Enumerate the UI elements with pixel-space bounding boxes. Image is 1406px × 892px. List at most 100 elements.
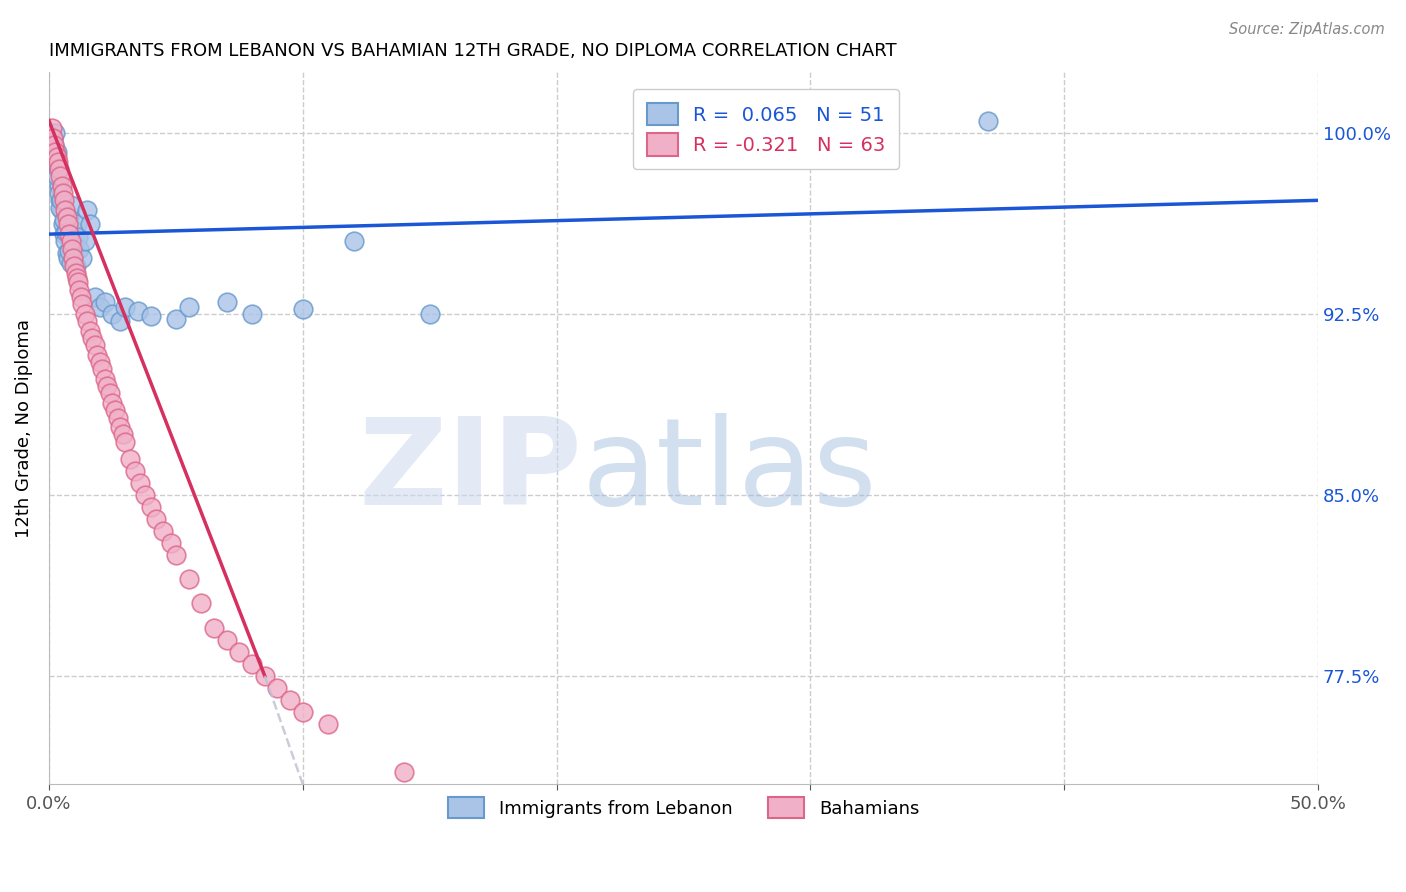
Text: Source: ZipAtlas.com: Source: ZipAtlas.com [1229, 22, 1385, 37]
Point [42, 130, 65, 145]
Point [253, 669, 276, 683]
Point [165, 548, 187, 562]
Point [107, 410, 129, 425]
Point [316, 717, 339, 731]
Point [65, 259, 87, 273]
Point [89, 355, 111, 369]
Point [55, 225, 77, 239]
Point [94, 372, 117, 386]
Point [83, 338, 105, 352]
Point [114, 300, 136, 314]
Point [63, 246, 86, 260]
Point [240, 657, 263, 671]
Point [108, 420, 131, 434]
Y-axis label: 12th Grade, No Diploma: 12th Grade, No Diploma [15, 319, 32, 538]
Point [52, 218, 75, 232]
Point [101, 396, 124, 410]
Point [76, 314, 98, 328]
Text: ZIP: ZIP [359, 413, 582, 530]
Point [65, 266, 87, 280]
Point [55, 211, 77, 225]
Point [177, 300, 200, 314]
Point [79, 218, 101, 232]
Point [127, 304, 149, 318]
Point [159, 536, 181, 550]
Point [48, 178, 70, 193]
Point [60, 222, 83, 236]
Point [59, 235, 82, 249]
Point [190, 596, 212, 610]
Point [139, 309, 162, 323]
Point [63, 259, 86, 273]
Point [48, 186, 70, 200]
Point [145, 512, 167, 526]
Point [73, 307, 96, 321]
Point [291, 705, 314, 719]
Point [266, 681, 288, 695]
Point [82, 331, 104, 345]
Point [56, 218, 79, 232]
Point [45, 145, 67, 159]
Point [101, 307, 124, 321]
Point [394, 765, 416, 780]
Point [55, 235, 77, 249]
Point [70, 252, 93, 266]
Point [94, 294, 117, 309]
Point [49, 201, 72, 215]
Point [62, 239, 84, 253]
Point [60, 256, 83, 270]
Point [108, 314, 131, 328]
Point [228, 645, 250, 659]
Point [202, 621, 225, 635]
Point [49, 194, 72, 208]
Point [55, 202, 77, 217]
Point [53, 227, 76, 241]
Point [51, 178, 73, 193]
Point [96, 379, 118, 393]
Point [111, 427, 134, 442]
Point [59, 198, 82, 212]
Point [215, 632, 238, 647]
Point [215, 294, 238, 309]
Point [278, 693, 301, 707]
Point [55, 246, 77, 260]
Point [52, 212, 75, 227]
Point [53, 194, 76, 208]
Point [152, 524, 174, 538]
Point [66, 218, 89, 232]
Point [120, 451, 142, 466]
Text: atlas: atlas [582, 413, 877, 530]
Point [124, 464, 146, 478]
Point [134, 488, 156, 502]
Point [177, 572, 200, 586]
Point [45, 154, 67, 169]
Point [165, 311, 187, 326]
Point [69, 290, 91, 304]
Point [58, 227, 80, 241]
Point [45, 150, 67, 164]
Point [83, 290, 105, 304]
Point [98, 386, 121, 401]
Point [67, 283, 90, 297]
Point [42, 130, 65, 145]
Point [70, 297, 93, 311]
Point [56, 252, 79, 266]
Point [79, 324, 101, 338]
Point [46, 154, 69, 169]
Point [58, 211, 80, 225]
Point [91, 362, 114, 376]
Point [76, 202, 98, 217]
Point [291, 301, 314, 316]
Point [342, 235, 364, 249]
Point [104, 403, 127, 417]
Point [42, 137, 65, 152]
Point [42, 137, 65, 152]
Point [129, 475, 152, 490]
Point [977, 113, 1000, 128]
Point [46, 169, 69, 184]
Point [67, 242, 90, 256]
Point [240, 307, 263, 321]
Point [60, 242, 83, 256]
Point [51, 202, 73, 217]
Point [48, 161, 70, 176]
